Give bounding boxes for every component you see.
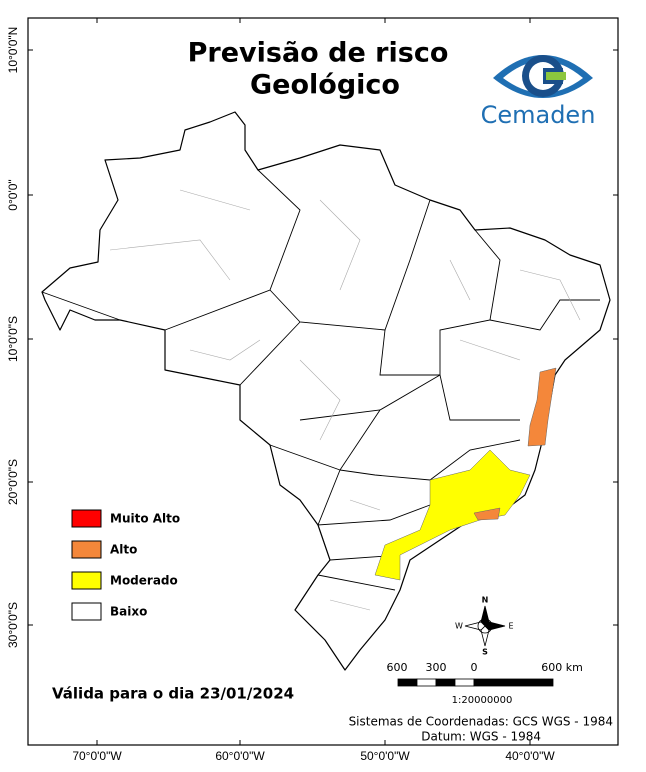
legend-swatch	[71, 540, 102, 559]
latitude-label: 0°0'0"	[6, 179, 20, 210]
coordinate-system: Sistemas de Coordenadas: GCS WGS - 1984	[349, 715, 613, 729]
scale-label: 600	[387, 661, 408, 674]
latitude-label: 30°0'0"S	[6, 602, 20, 648]
compass	[464, 605, 506, 647]
compass-n: N	[482, 596, 489, 605]
risk-area-high	[527, 367, 557, 447]
latitude-label: 10°0'0"N	[6, 27, 20, 74]
legend-label: Muito Alto	[110, 512, 180, 526]
logo-mark	[493, 55, 593, 98]
legend-label: Moderado	[110, 574, 178, 588]
scale-ratio: 1:20000000	[452, 695, 513, 706]
compass-s: S	[482, 648, 488, 657]
longitude-label: 60°0'0"W	[215, 749, 265, 763]
latitude-label: 20°0'0"S	[6, 459, 20, 505]
legend-swatch	[71, 571, 102, 590]
frame-ticks	[28, 18, 618, 745]
latitude-label: 10°0'0"S	[6, 316, 20, 362]
scale-bar	[397, 678, 554, 687]
legend-label: Alto	[110, 543, 137, 557]
compass-w: W	[455, 622, 463, 631]
compass-e: E	[508, 622, 513, 631]
logo-text: Cemaden	[481, 101, 596, 129]
legend-label: Baixo	[110, 605, 147, 619]
longitude-label: 40°0'0"W	[505, 749, 555, 763]
municipal-borders	[109, 189, 581, 611]
longitude-label: 50°0'0"W	[360, 749, 410, 763]
risk-area-moderate	[374, 449, 531, 581]
title: Geológico	[250, 70, 400, 101]
validity-date: Válida para o dia 23/01/2024	[52, 685, 294, 703]
legend: Muito Alto Alto Moderado Baixo	[71, 509, 180, 621]
datum: Datum: WGS - 1984	[421, 730, 541, 744]
longitude-label: 70°0'0"W	[72, 749, 122, 763]
scale-label: 0	[471, 661, 478, 674]
legend-swatch	[71, 509, 102, 528]
state-borders	[41, 169, 600, 591]
scale-label: 600 km	[541, 661, 583, 674]
scale-label: 300	[426, 661, 447, 674]
legend-swatch	[71, 602, 102, 621]
map-frame	[27, 17, 619, 746]
risk-area-high	[473, 507, 501, 521]
title: Previsão de risco	[188, 38, 449, 69]
